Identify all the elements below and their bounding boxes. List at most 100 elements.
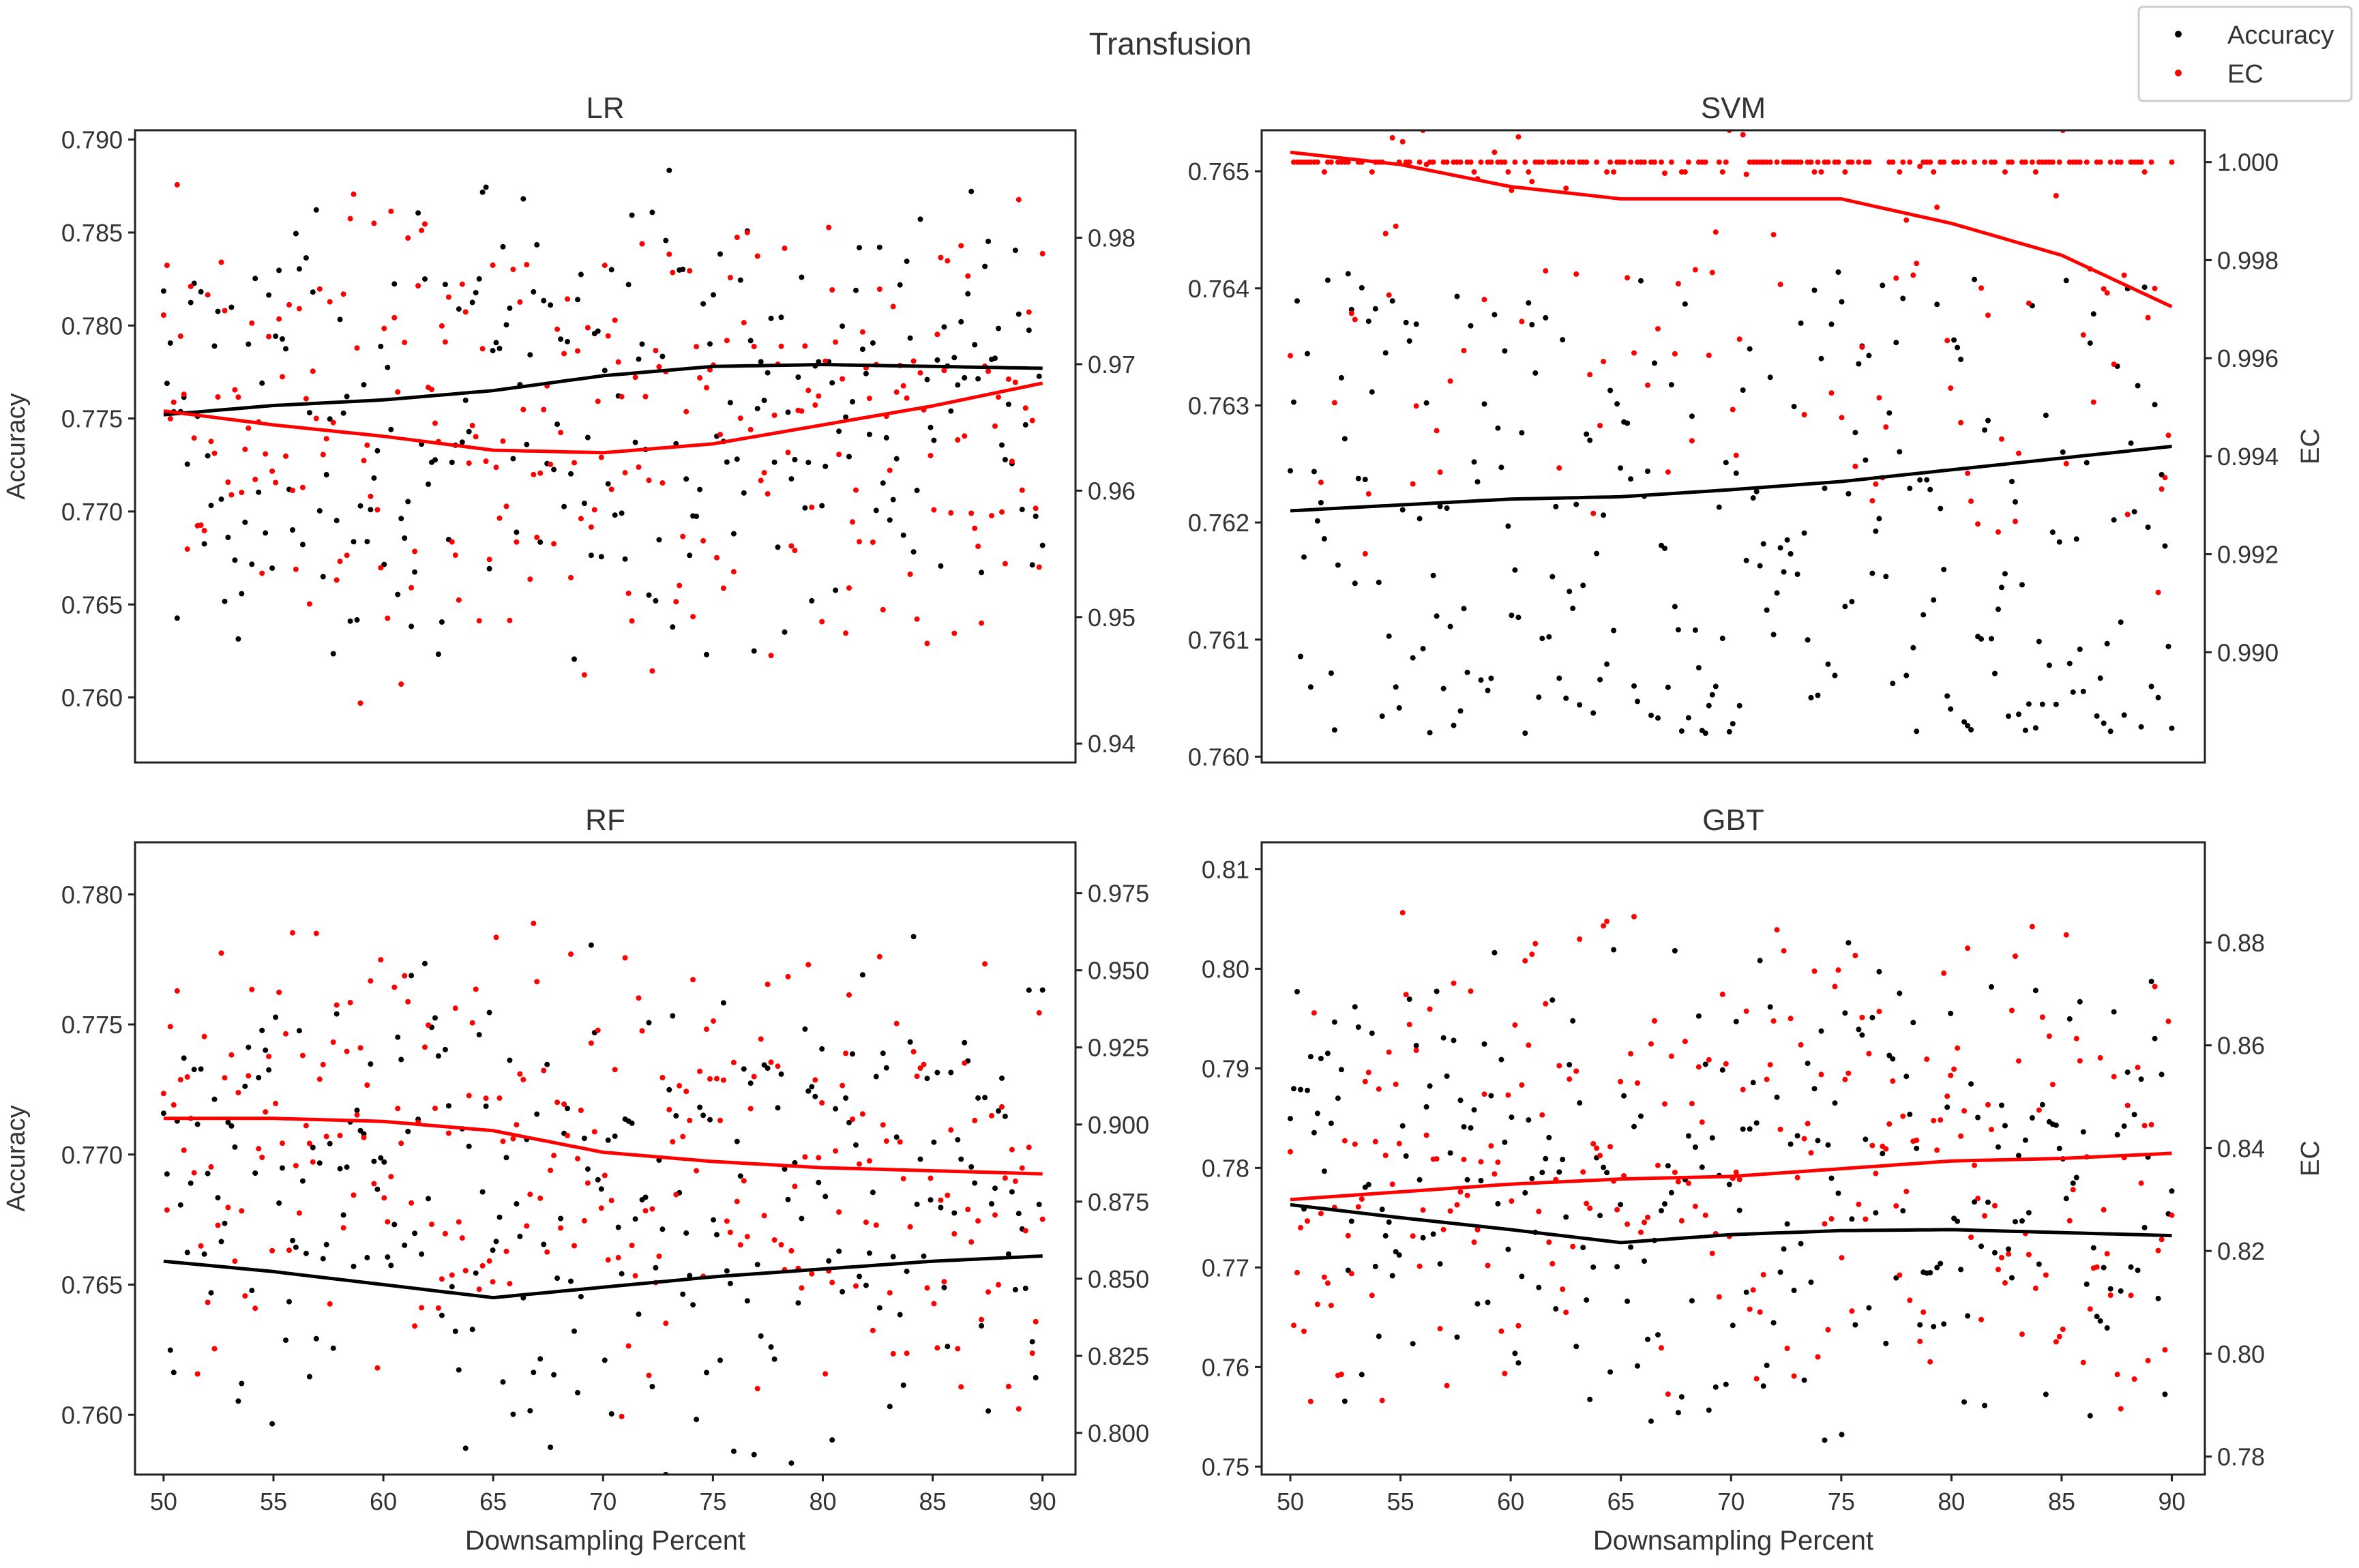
data-point-lr-ec	[415, 283, 421, 289]
data-point-svm-ec	[1543, 268, 1549, 274]
y-tick-label-svm: 0.761	[1188, 626, 1249, 654]
data-point-lr-ec	[299, 484, 306, 490]
data-point-lr-ec	[602, 263, 608, 269]
data-point-rf-ec	[330, 1039, 336, 1045]
data-point-lr-ec	[164, 263, 170, 268]
data-point-rf-accuracy	[870, 1189, 876, 1196]
data-point-svm-ec	[1471, 169, 1477, 175]
y-tick-label-lr: 0.760	[61, 684, 123, 712]
data-point-rf-accuracy	[714, 1232, 719, 1238]
data-point-rf-ec	[354, 1112, 360, 1118]
data-point-lr-ec	[263, 451, 269, 457]
data-point-gbt-accuracy	[1420, 1234, 1426, 1241]
scatter-points-gbt	[1288, 910, 2175, 1443]
data-point-rf-ec	[639, 1028, 645, 1034]
x-tick-label-gbt: 75	[1828, 1488, 1855, 1515]
data-point-gbt-accuracy	[2111, 1009, 2117, 1015]
data-point-svm-ec	[1604, 169, 1610, 175]
data-point-lr-ec	[985, 368, 992, 374]
data-point-lr-ec	[462, 309, 469, 315]
trend-line-svm-ec	[1290, 150, 2173, 308]
data-point-rf-ec	[690, 977, 696, 983]
data-point-svm-ec	[2063, 460, 2069, 467]
data-point-svm-accuracy	[2165, 643, 2171, 649]
data-point-rf-accuracy	[327, 1140, 333, 1147]
data-point-rf-accuracy	[419, 1251, 425, 1257]
data-point-gbt-accuracy	[1587, 1396, 1593, 1402]
data-point-gbt-ec	[1437, 1326, 1443, 1332]
data-point-svm-accuracy	[1369, 389, 1375, 395]
data-point-rf-ec	[452, 1005, 458, 1011]
data-point-rf-ec	[962, 1060, 968, 1066]
data-point-svm-accuracy	[1900, 295, 1906, 301]
data-point-gbt-ec	[1975, 1196, 1981, 1202]
data-point-gbt-accuracy	[1712, 1384, 1719, 1390]
data-point-rf-ec	[1033, 1318, 1039, 1325]
data-point-gbt-accuracy	[1648, 1418, 1654, 1424]
data-point-rf-accuracy	[398, 1056, 404, 1063]
data-point-gbt-ec	[1549, 1260, 1556, 1267]
data-point-lr-accuracy	[409, 623, 415, 630]
data-point-rf-ec	[422, 1044, 428, 1050]
data-point-rf-ec	[687, 1117, 693, 1123]
data-point-rf-accuracy	[235, 1398, 241, 1404]
data-point-svm-ec	[2121, 272, 2127, 278]
data-point-rf-accuracy	[493, 1239, 499, 1245]
data-point-svm-accuracy	[1678, 728, 1685, 734]
data-point-gbt-ec	[1920, 1309, 1927, 1315]
data-point-rf-ec	[982, 961, 988, 967]
data-point-svm-accuracy	[1689, 413, 1695, 419]
y2-tick-label-svm: 0.998	[2217, 246, 2279, 274]
data-point-gbt-accuracy	[1845, 940, 1852, 946]
data-point-rf-accuracy	[449, 1284, 455, 1290]
data-point-svm-accuracy	[1328, 670, 1334, 676]
data-point-gbt-accuracy	[1675, 1410, 1681, 1416]
trend-line-rf-ec	[163, 1116, 1043, 1176]
data-point-gbt-ec	[1985, 1101, 1991, 1108]
data-point-svm-ec	[1288, 353, 1293, 359]
data-point-svm-accuracy	[2097, 675, 2103, 681]
data-point-gbt-accuracy	[1359, 1372, 1365, 1378]
data-point-lr-ec	[554, 326, 561, 332]
data-point-rf-ec	[883, 1138, 889, 1144]
data-point-gbt-ec	[1794, 1174, 1800, 1181]
data-point-svm-accuracy	[1897, 449, 1903, 455]
data-point-gbt-ec	[1348, 1271, 1354, 1277]
data-point-lr-ec	[548, 461, 554, 467]
data-point-gbt-ec	[1379, 1397, 1385, 1404]
data-point-rf-ec	[517, 1071, 523, 1077]
data-point-gbt-accuracy	[1471, 1107, 1477, 1113]
data-point-gbt-accuracy	[2090, 1245, 2096, 1251]
data-point-gbt-accuracy	[1338, 1067, 1344, 1073]
y2-tick-label-rf: 0.850	[1088, 1265, 1149, 1293]
data-point-gbt-ec	[2009, 1007, 2015, 1014]
data-point-rf-accuracy	[273, 1014, 279, 1020]
data-point-gbt-ec	[1699, 1119, 1705, 1125]
data-point-gbt-ec	[1866, 1050, 1872, 1056]
data-point-svm-ec	[1331, 400, 1337, 406]
data-point-lr-accuracy	[527, 352, 533, 358]
data-point-rf-accuracy	[283, 1337, 288, 1344]
data-point-lr-ec	[880, 606, 886, 612]
data-point-rf-accuracy	[754, 1262, 760, 1268]
data-point-lr-accuracy	[809, 597, 815, 604]
data-point-lr-ec	[174, 181, 180, 188]
data-point-rf-accuracy	[859, 972, 865, 978]
x-tick-label-rf: 70	[589, 1488, 617, 1515]
data-point-svm-accuracy	[1485, 687, 1491, 694]
data-point-svm-ec	[1733, 452, 1739, 458]
data-point-rf-ec	[483, 1095, 489, 1101]
data-point-lr-ec	[646, 477, 652, 484]
data-point-rf-ec	[972, 1117, 978, 1123]
data-point-rf-accuracy	[853, 1142, 859, 1148]
data-point-gbt-ec	[1685, 1180, 1691, 1186]
data-point-svm-accuracy	[2138, 724, 2144, 730]
data-point-rf-accuracy	[982, 1095, 988, 1101]
data-point-lr-accuracy	[228, 304, 235, 310]
data-point-svm-ec	[1897, 169, 1903, 175]
data-point-svm-accuracy	[1924, 477, 1930, 483]
data-point-gbt-ec	[1454, 1202, 1460, 1208]
data-point-gbt-ec	[2165, 1018, 2171, 1024]
y-tick-label-gbt: 0.77	[1202, 1254, 1249, 1282]
data-point-lr-accuracy	[259, 380, 265, 386]
